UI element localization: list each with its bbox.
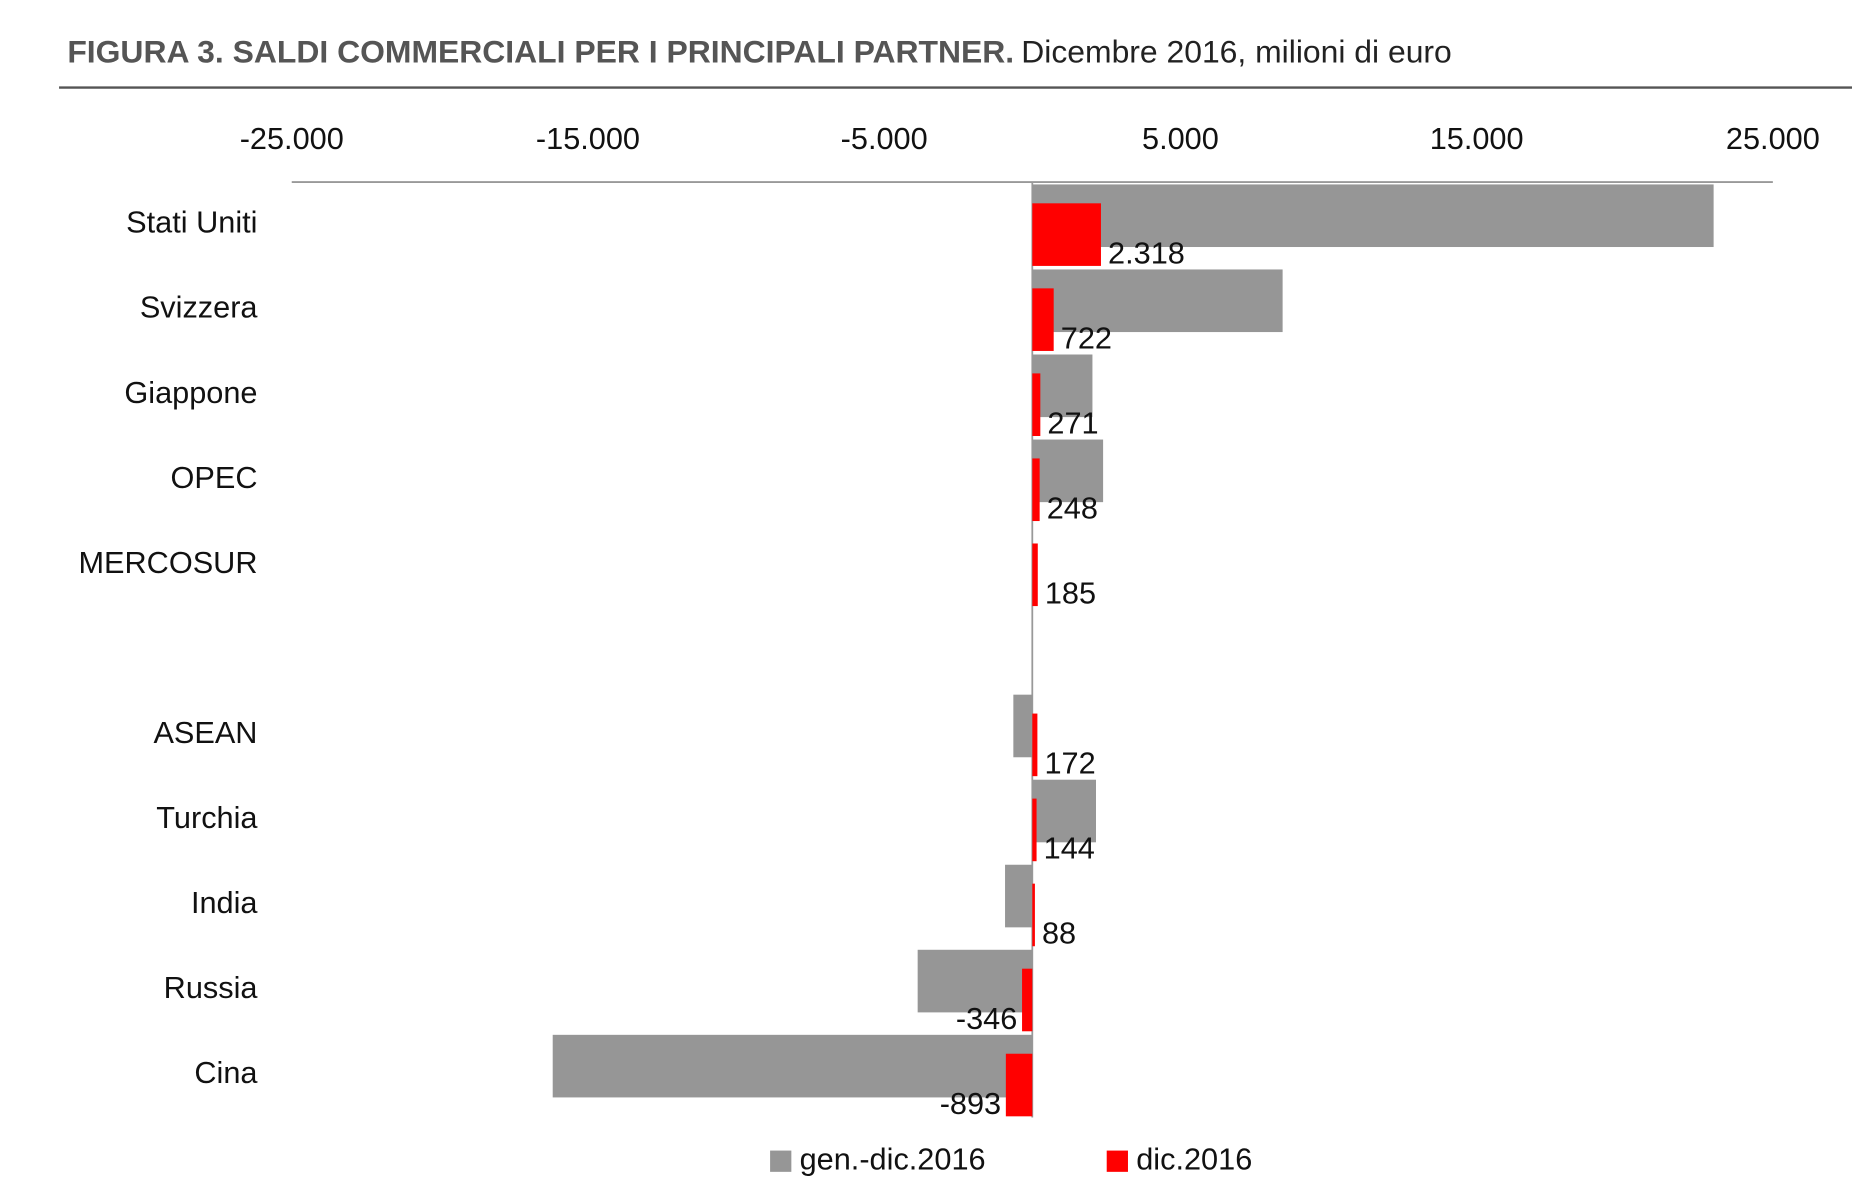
bar (1032, 798, 1037, 862)
value-label: 248 (1047, 491, 1098, 526)
category-label: Svizzera (140, 290, 259, 325)
x-tick-label: -15.000 (536, 121, 640, 156)
bar (1032, 883, 1035, 947)
bar (1005, 1053, 1033, 1117)
x-tick-label: 25.000 (1726, 121, 1820, 156)
chart-title: FIGURA 3. SALDI COMMERCIALI PER I PRINCI… (67, 34, 1451, 70)
value-label: -893 (940, 1086, 1001, 1121)
bar (1032, 779, 1096, 843)
bar (1013, 694, 1033, 758)
category-label: Turchia (156, 800, 258, 835)
legend-label: dic.2016 (1136, 1141, 1252, 1176)
bar (1032, 713, 1038, 777)
legend-swatch (1106, 1150, 1128, 1172)
value-label: 185 (1045, 576, 1096, 611)
bar (1032, 354, 1093, 418)
x-tick-label: 5.000 (1142, 121, 1219, 156)
bar (1005, 864, 1033, 928)
title: FIGURA 3. SALDI COMMERCIALI PER I PRINCI… (67, 34, 1014, 70)
bar (1032, 458, 1040, 522)
bar (1032, 543, 1038, 607)
legend-swatch (770, 1150, 792, 1172)
category-label: Giappone (124, 375, 257, 410)
bar (1032, 288, 1054, 351)
x-tick-label: -25.000 (240, 121, 344, 156)
category-label: MERCOSUR (78, 545, 257, 580)
category-label: Cina (194, 1055, 258, 1090)
value-label: 271 (1047, 405, 1098, 440)
value-label: 722 (1061, 320, 1112, 355)
value-label: 2.318 (1108, 235, 1185, 270)
bar (917, 949, 1033, 1013)
bar (1022, 968, 1033, 1032)
bar (1032, 439, 1104, 503)
category-label: OPEC (171, 460, 258, 495)
bar (1032, 373, 1041, 437)
bar (552, 1034, 1033, 1098)
value-label: 144 (1044, 831, 1095, 866)
value-label: -346 (956, 1001, 1017, 1036)
category-label: India (191, 885, 258, 920)
bar (1032, 269, 1283, 333)
x-tick-label: -5.000 (841, 121, 928, 156)
legend-label: gen.-dic.2016 (800, 1141, 986, 1176)
category-label: Russia (164, 970, 259, 1005)
category-label: Stati Uniti (126, 205, 257, 240)
value-label: 172 (1044, 746, 1095, 781)
category-label: ASEAN (153, 715, 257, 750)
bar (1032, 184, 1714, 248)
value-label: 88 (1042, 916, 1076, 951)
subtitle: Dicembre 2016, milioni di euro (1021, 34, 1452, 70)
x-tick-label: 15.000 (1430, 121, 1524, 156)
bar (1032, 203, 1101, 266)
